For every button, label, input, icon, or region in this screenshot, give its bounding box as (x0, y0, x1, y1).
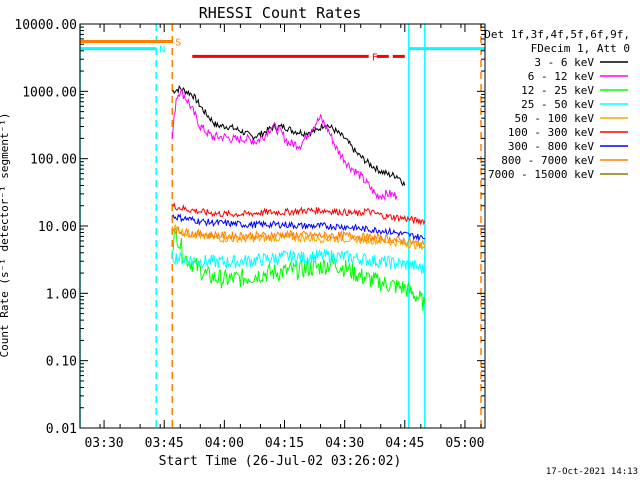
y-tick-label: 10.00 (38, 220, 77, 235)
legend-header-line: FDecim 1, Att 0 (531, 42, 630, 55)
x-tick-label: 04:30 (325, 436, 364, 451)
legend-entry-label: 50 - 100 keV (515, 112, 595, 125)
x-tick-label: 04:00 (205, 436, 244, 451)
flag-label-f: F (372, 52, 378, 63)
flag-label-n: N (159, 45, 165, 56)
series-line-5 (171, 202, 426, 226)
series-line-3 (171, 249, 426, 274)
y-tick-label: 10000.00 (14, 18, 77, 33)
chart-title: RHESSI Count Rates (199, 4, 362, 22)
y-tick-label: 1.00 (46, 287, 77, 302)
x-axis-label: Start Time (26-Jul-02 03:26:02) (159, 454, 402, 469)
y-tick-labels: 0.01 0.10 1.00 10.00 100.00 1000.00 10000.00 (14, 18, 77, 437)
legend-entry-label: 12 - 25 keV (521, 84, 594, 97)
legend-entry-label: 6 - 12 keV (528, 70, 595, 83)
legend-entry-label: 25 - 50 keV (521, 98, 594, 111)
y-tick-label: 0.10 (46, 355, 77, 370)
timestamp: 17-Oct-2021 14:13 (546, 467, 638, 477)
y-tick-label: 100.00 (30, 153, 77, 168)
legend: Det 1f,3f,4f,5f,6f,9f,FDecim 1, Att 03 -… (484, 28, 630, 181)
x-tick-label: 04:15 (265, 436, 304, 451)
x-tick-label: 03:30 (84, 436, 123, 451)
y-axis-label: Count Rate (s⁻¹ detector⁻¹ segment⁻¹) (0, 112, 11, 357)
legend-entry-label: 100 - 300 keV (508, 126, 594, 139)
series-line-1 (171, 88, 398, 201)
y-tick-label: 0.01 (46, 422, 77, 437)
vertical-markers (79, 24, 482, 428)
x-tick-label: 04:45 (385, 436, 424, 451)
legend-entry-label: 800 - 7000 keV (501, 154, 594, 167)
legend-entry-label: 7000 - 15000 keV (488, 168, 594, 181)
flag-label-s: S (175, 37, 181, 48)
y-tick-label: 1000.00 (22, 85, 77, 100)
series-line-2 (171, 227, 426, 311)
legend-entry-label: 3 - 6 keV (534, 56, 594, 69)
series-line-6 (171, 213, 425, 242)
x-tick-labels: 03:30 03:45 04:00 04:15 04:30 04:45 05:00 (84, 436, 484, 451)
x-tick-label: 05:00 (445, 436, 484, 451)
axis-ticks (79, 23, 485, 429)
flag-bars: SN F (80, 37, 485, 63)
x-tick-label: 03:45 (145, 436, 184, 451)
series-line-7 (171, 226, 426, 250)
legend-entry-label: 300 - 800 keV (508, 140, 594, 153)
series-lines (171, 84, 426, 311)
series-line-0 (171, 84, 406, 187)
legend-header-line: Det 1f,3f,4f,5f,6f,9f, (484, 28, 630, 41)
